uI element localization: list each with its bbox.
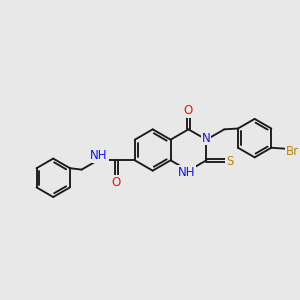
Text: NH: NH — [90, 149, 108, 162]
Text: Br: Br — [286, 145, 299, 158]
Text: O: O — [112, 176, 121, 189]
Text: NH: NH — [178, 166, 195, 178]
Text: N: N — [202, 132, 211, 145]
Text: S: S — [226, 155, 233, 168]
Text: O: O — [184, 104, 193, 117]
